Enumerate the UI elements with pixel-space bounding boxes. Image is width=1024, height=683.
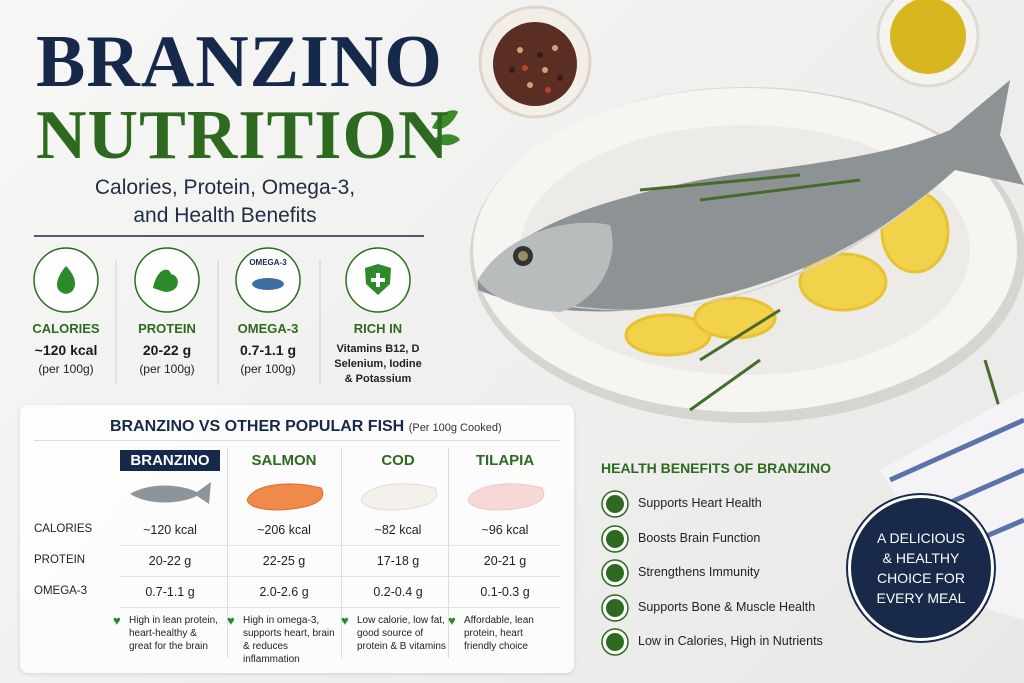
stat-line: Vitamins B12, D: [336, 343, 420, 355]
benefit-item: Low in Calories, High in Nutrients: [638, 634, 823, 648]
icon: [235, 247, 301, 313]
note-line: heart-healthy &: [129, 628, 197, 639]
table-rule: [34, 440, 560, 441]
column-divider: [341, 448, 342, 658]
note-line: supports heart, brain: [243, 628, 335, 639]
stat-label: RICH IN: [353, 321, 403, 336]
column-divider: [448, 448, 449, 658]
badge-line: EVERY MEAL: [876, 590, 966, 606]
fish-image: [360, 483, 438, 511]
row-rule: [120, 607, 560, 608]
fish-image: [130, 482, 211, 504]
note-line: & reduces inflammation: [243, 641, 300, 665]
note-line: High in lean protein,: [129, 615, 218, 626]
benefit-item: Supports Heart Health: [638, 496, 762, 510]
heart-icon: ♥: [113, 613, 121, 628]
stat-label: CALORIES: [32, 321, 100, 336]
row-label: OMEGA-3: [34, 585, 88, 597]
column-header: COD: [381, 452, 415, 469]
note-line: friendly choice: [464, 641, 528, 652]
heart-icon: ♥: [227, 613, 235, 628]
comparison-note: (Per 100g Cooked): [408, 422, 502, 434]
stat-note: (per 100g): [139, 362, 195, 376]
stat: PROTEIN 20-22 g (per 100g): [117, 321, 217, 376]
icon: [601, 490, 629, 518]
stat: CALORIES ~120 kcal (per 100g): [16, 321, 116, 376]
note-line: Affordable, lean: [464, 615, 534, 626]
note-line: protein, heart: [464, 628, 523, 639]
row-rule: [120, 545, 560, 546]
icon: [33, 247, 99, 313]
stat-lines: Vitamins B12, D Selenium, Iodine & Potassi…: [328, 342, 428, 387]
table-cell: 0.1-0.3 g: [480, 585, 530, 599]
table-cell: 22-25 g: [262, 554, 306, 568]
column-note: ♥ Affordable, lean protein, heart friendly …: [448, 614, 566, 653]
note-line: protein & B vitamins: [357, 641, 446, 652]
comparison-title: BRANZINO VS OTHER POPULAR FISH (Per 100g…: [110, 418, 502, 436]
row-label: CALORIES: [34, 523, 93, 535]
icon: [345, 247, 411, 313]
stat-label: PROTEIN: [138, 321, 196, 336]
table-cell: ~120 kcal: [143, 523, 197, 537]
table-cell: 17-18 g: [376, 554, 420, 568]
subtitle: Calories, Protein, Omega-3,: [94, 176, 356, 199]
benefit-item: Boosts Brain Function: [638, 530, 761, 545]
table-cell: 20-21 g: [483, 554, 527, 568]
icon: [601, 559, 629, 587]
subtitle: and Health Benefits: [133, 204, 317, 227]
stat-value: ~120 kcal: [34, 342, 98, 358]
icon: [601, 524, 629, 553]
column-note: ♥ Low calorie, low fat, good source of prot…: [341, 614, 459, 653]
stat: RICH IN Vitamins B12, D Selenium, Iodine & …: [328, 321, 428, 387]
stat-value: 0.7-1.1 g: [239, 342, 297, 358]
note-line: great for the brain: [129, 641, 208, 652]
table-cell: 2.0-2.6 g: [259, 585, 309, 599]
row-rule: [120, 576, 560, 577]
table-cell: ~96 kcal: [481, 523, 529, 537]
column-header: TILAPIA: [475, 452, 535, 469]
icon: [601, 593, 629, 622]
stat-label: OMEGA-3: [237, 321, 299, 336]
benefit-item: Supports Bone & Muscle Health: [638, 599, 816, 614]
table-cell: ~206 kcal: [257, 523, 311, 537]
title-line: NUTRITION: [36, 97, 450, 174]
table-cell: 20-22 g: [148, 554, 192, 568]
table-cell: 0.2-0.4 g: [373, 585, 423, 599]
heart-icon: ♥: [341, 613, 349, 628]
column-header: SALMON: [251, 452, 317, 469]
note-line: Low calorie, low fat,: [357, 615, 445, 626]
row-label: PROTEIN: [34, 554, 86, 566]
note-line: good source of: [357, 628, 424, 639]
note-line: High in omega-3,: [243, 615, 320, 626]
comparison-title-text: BRANZINO VS OTHER POPULAR FISH: [110, 418, 405, 435]
icon: [601, 628, 629, 656]
heart-icon: ♥: [448, 613, 456, 628]
badge-line: A DELICIOUS: [877, 530, 965, 546]
benefits-title: HEALTH BENEFITS OF BRANZINO: [601, 460, 831, 476]
badge: A DELICIOUS & HEALTHY CHOICE FOR EVERY MEAL: [848, 495, 994, 641]
fish-image: [467, 483, 545, 511]
badge-line: CHOICE FOR: [877, 570, 965, 586]
stat-line: & Potassium: [344, 373, 412, 385]
column-header: BRANZINO: [120, 450, 220, 471]
stat: OMEGA-3 0.7-1.1 g (per 100g): [218, 321, 318, 376]
stat-note: (per 100g): [240, 362, 296, 376]
badge-line: & HEALTHY: [882, 550, 960, 566]
comparison-card: [20, 405, 574, 673]
table-cell: ~82 kcal: [374, 523, 422, 537]
column-note: ♥ High in omega-3, supports heart, brain & …: [227, 614, 345, 666]
table-cell: 0.7-1.1 g: [145, 585, 195, 599]
fish-image: [246, 483, 324, 511]
column-note: ♥ High in lean protein, heart-healthy & gre…: [113, 614, 231, 653]
icon: [134, 247, 200, 313]
stat-value: 20-22 g: [142, 342, 192, 358]
title-line: BRANZINO: [36, 21, 443, 103]
column-divider: [227, 448, 228, 658]
icon-text: OMEGA-3: [249, 258, 287, 267]
stat-line: Selenium, Iodine: [334, 358, 422, 370]
benefit-item: Strengthens Immunity: [638, 565, 760, 579]
stat-note: (per 100g): [38, 362, 94, 376]
